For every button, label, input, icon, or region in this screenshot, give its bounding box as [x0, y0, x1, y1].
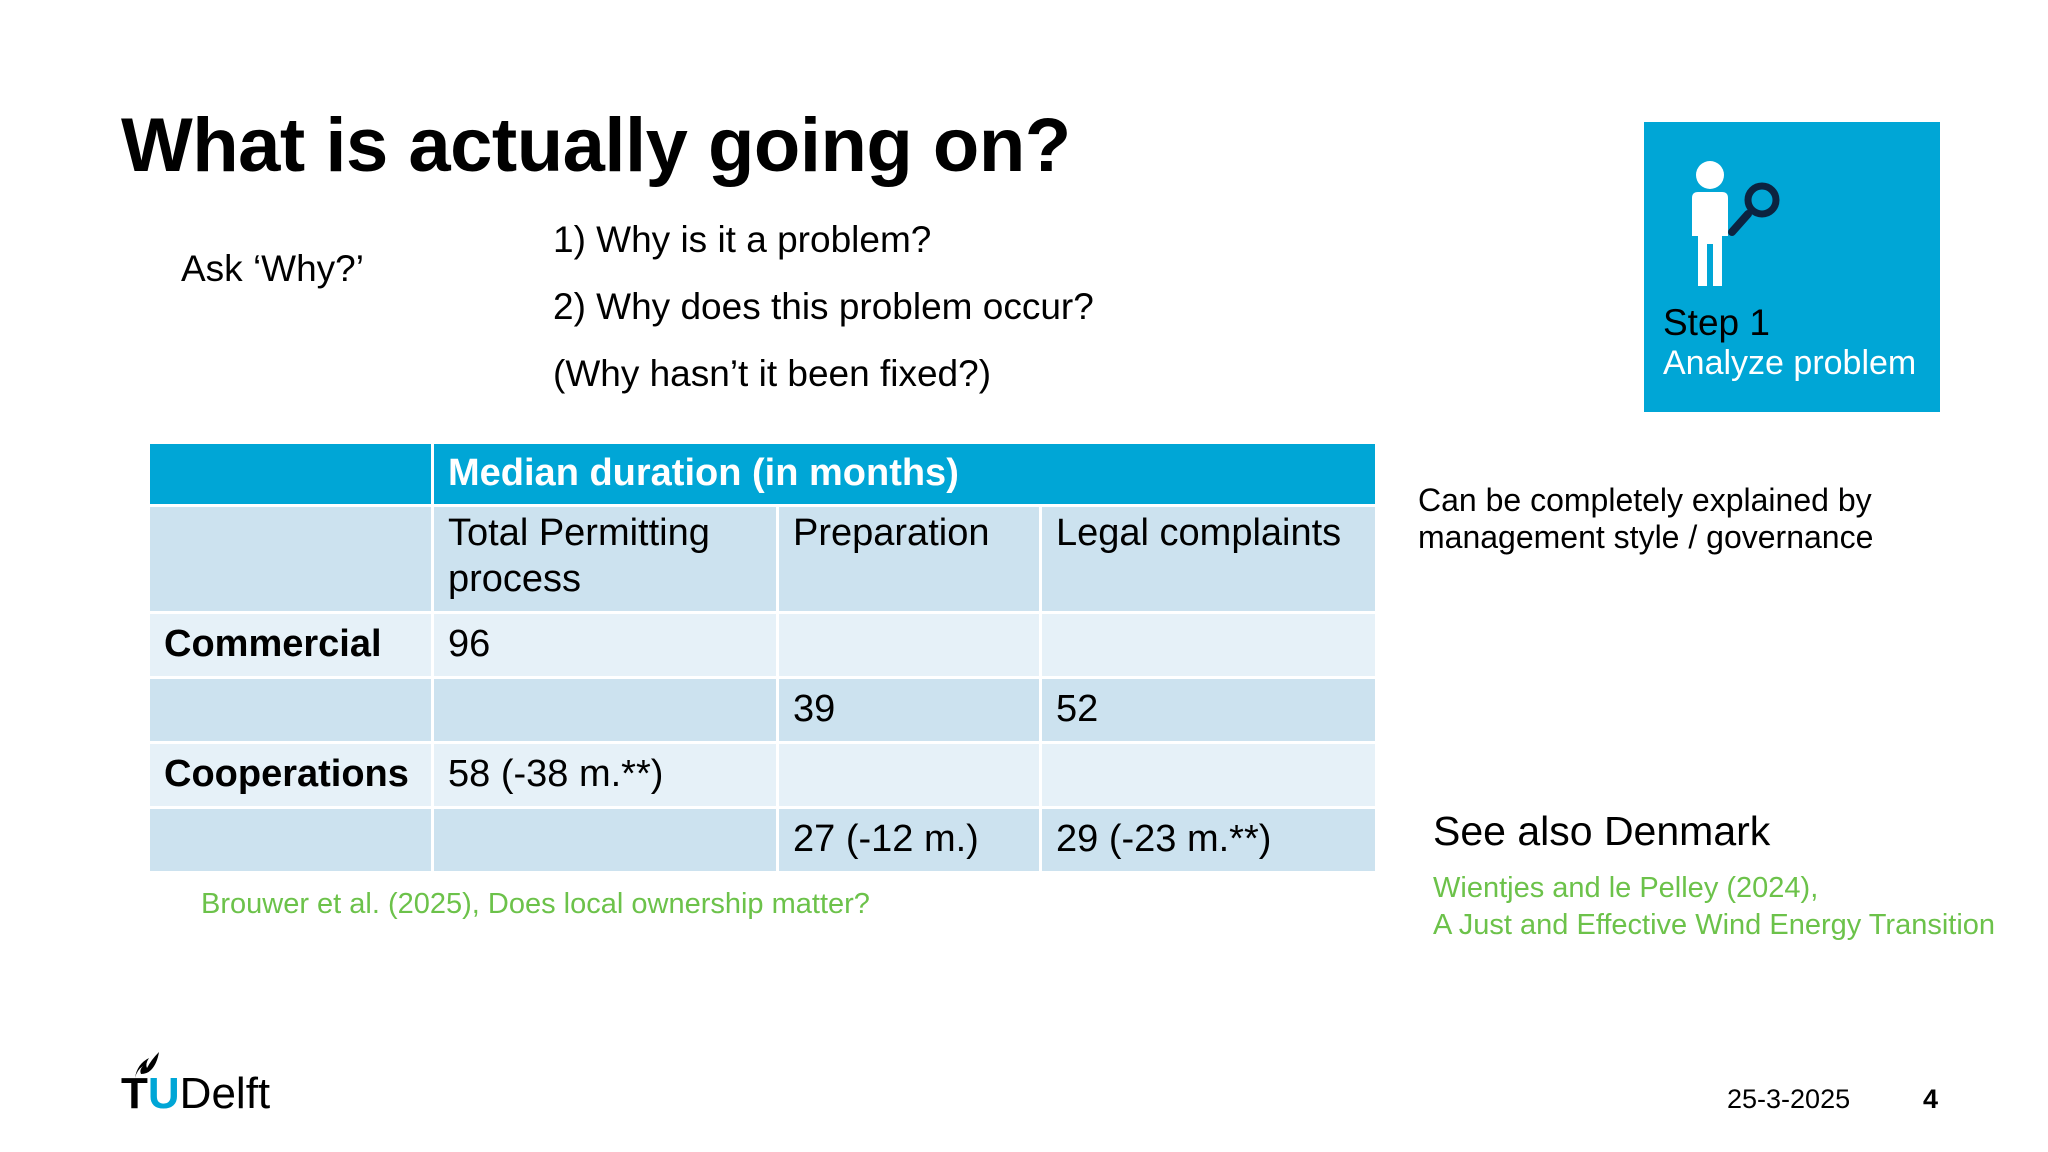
citation-line: Wientjes and le Pelley (2024),: [1433, 872, 1819, 904]
person-magnifier-icon: [1692, 161, 1780, 286]
table-cell: [1038, 611, 1379, 679]
row-label: Cooperations: [147, 741, 434, 809]
table-columns-row: Total Permitting process Preparation Leg…: [147, 504, 1379, 614]
step-1-box: Step 1 Analyze problem: [1644, 122, 1940, 412]
row-label: Commercial: [147, 611, 434, 679]
column-header: Legal complaints: [1038, 504, 1379, 614]
row-label: [147, 676, 434, 744]
logo-letter-t: T: [121, 1069, 148, 1118]
citation-wientjes: Wientjes and le Pelley (2024), A Just an…: [1433, 870, 1995, 944]
table-cell: [1038, 741, 1379, 809]
table-cell: 39: [776, 676, 1042, 744]
see-also-heading: See also Denmark: [1433, 808, 1771, 854]
table-row: 27 (-12 m.) 29 (-23 m.**): [147, 806, 1379, 874]
table-cell: 52: [1038, 676, 1379, 744]
governance-note: Can be completely explained by managemen…: [1418, 482, 1874, 555]
tu-delft-flame-icon: [135, 1052, 159, 1078]
logo-wordmark: TUDelft: [121, 1072, 270, 1116]
median-duration-table: Median duration (in months) Total Permit…: [147, 441, 1379, 874]
question-item: 2) Why does this problem occur?: [553, 286, 1094, 327]
page-number: 4: [1923, 1084, 1939, 1114]
logo-word-delft: Delft: [179, 1069, 271, 1118]
table-row: Cooperations 58 (-38 m.**): [147, 741, 1379, 809]
table-cell: [776, 611, 1042, 679]
citation-line: A Just and Effective Wind Energy Transit…: [1433, 909, 1996, 941]
why-questions-list: 1) Why is it a problem? 2) Why does this…: [553, 218, 1094, 419]
column-header: Preparation: [776, 504, 1042, 614]
table-header-row: Median duration (in months): [147, 441, 1379, 507]
citation-brouwer: Brouwer et al. (2025), Does local owners…: [201, 888, 870, 920]
slide-date: 25-3-2025: [1727, 1084, 1851, 1114]
table-cell: [776, 741, 1042, 809]
ask-why-label: Ask ‘Why?’: [181, 248, 364, 289]
table-row: 39 52: [147, 676, 1379, 744]
table-corner-cell: [147, 504, 434, 614]
row-label: [147, 806, 434, 874]
question-item: 1) Why is it a problem?: [553, 219, 932, 260]
table-cell: 27 (-12 m.): [776, 806, 1042, 874]
table-cell: 96: [431, 611, 779, 679]
table-header-title: Median duration (in months): [430, 441, 1379, 507]
table-cell: 29 (-23 m.**): [1038, 806, 1379, 874]
tu-delft-logo: TUDelft: [121, 1050, 291, 1120]
table-cell: [431, 676, 779, 744]
table-cell: 58 (-38 m.**): [431, 741, 779, 809]
table-row: Commercial 96: [147, 611, 1379, 679]
slide-title: What is actually going on?: [121, 103, 1071, 188]
table-cell: [431, 806, 779, 874]
step-title: Step 1: [1663, 302, 1770, 343]
column-header: Total Permitting process: [431, 504, 779, 614]
step-subtitle: Analyze problem: [1663, 344, 1917, 382]
table-corner-cell: [147, 441, 434, 507]
logo-letter-u: U: [147, 1069, 180, 1118]
question-item: (Why hasn’t it been fixed?): [553, 353, 992, 394]
